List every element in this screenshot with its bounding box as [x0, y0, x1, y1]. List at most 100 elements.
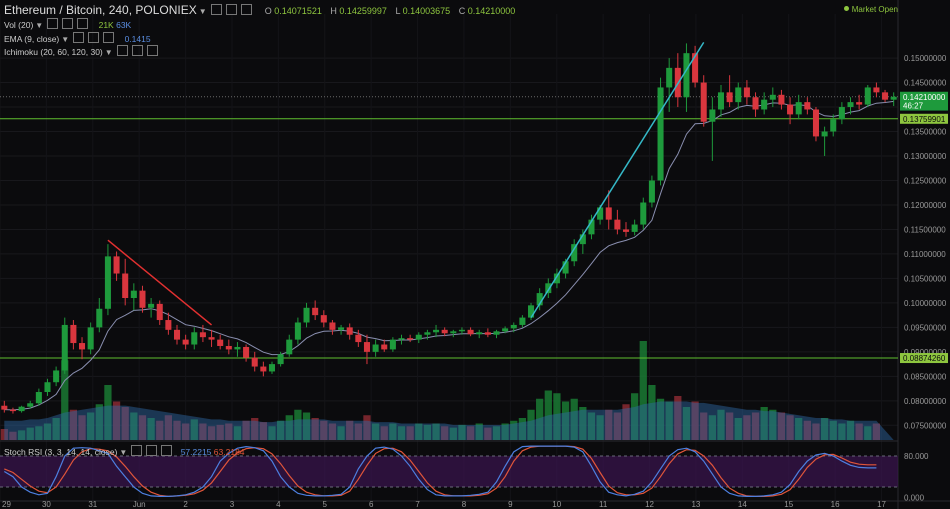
market-status: Market Open [843, 5, 898, 14]
candle-body [467, 329, 474, 335]
settings-icon[interactable] [116, 45, 128, 56]
candle-body [890, 96, 897, 100]
candle-body [882, 92, 889, 100]
ema-line [4, 100, 894, 411]
candle-body [631, 224, 638, 232]
indicator-stoch-rsi[interactable]: Stoch RSI (3, 3, 14, 14, close) ▼ 57.2215… [4, 445, 245, 457]
chevron-down-icon[interactable]: ▼ [198, 7, 207, 16]
square-icon[interactable] [131, 45, 143, 56]
volume-bar [311, 418, 319, 440]
volume-bar [587, 412, 596, 440]
volume-bar [803, 420, 811, 440]
settings-icon[interactable] [47, 18, 59, 29]
square-icon[interactable] [146, 445, 158, 456]
market-status-label: Market Open [851, 5, 898, 14]
ohlc-l-label: L [395, 6, 401, 16]
price-tick-label: 0.09000000 [904, 348, 947, 357]
candle-body [622, 229, 630, 232]
indicator-vol[interactable]: Vol (20) ▼ 21K 63K [4, 18, 131, 30]
candle-body [847, 102, 854, 108]
volume-bar [682, 407, 691, 440]
candle-body [182, 339, 189, 345]
candle-body [113, 256, 120, 274]
settings-icon[interactable] [73, 32, 85, 43]
volume-bar [492, 426, 501, 440]
stoch-label: Stoch RSI (3, 3, 14, 14, close) [4, 447, 118, 457]
close-icon[interactable] [103, 32, 115, 43]
candle-body [873, 87, 880, 93]
stoch-d-line [4, 445, 877, 498]
indicator-ema[interactable]: EMA (9, close) ▼ 0.1415 [4, 32, 151, 44]
ema-value: 0.1415 [124, 34, 151, 44]
candle-body [329, 322, 336, 330]
square-icon[interactable] [225, 4, 237, 15]
close-icon[interactable] [161, 445, 173, 456]
volume-bar [674, 396, 682, 440]
volume-bar [423, 424, 432, 440]
volume-bar [475, 423, 483, 440]
price-tick-label: 0.11000000 [904, 250, 946, 259]
settings-icon[interactable] [210, 4, 222, 15]
close-icon[interactable] [146, 45, 158, 56]
vol-label: Vol (20) [4, 20, 34, 30]
chevron-down-icon[interactable]: ▼ [104, 48, 113, 57]
volume-bar [596, 415, 604, 440]
volume-bar [579, 407, 587, 440]
candle-body [320, 315, 327, 323]
candle-body [355, 334, 362, 343]
candle-body [372, 344, 379, 352]
volume-bar [35, 426, 43, 440]
volume-bar [276, 420, 285, 440]
candle-body [666, 67, 673, 88]
volume-bar [622, 404, 630, 440]
status-dot-icon [843, 6, 849, 11]
chevron-down-icon[interactable]: ▼ [61, 35, 70, 44]
volume-bar [130, 412, 138, 440]
candle-body [294, 322, 301, 340]
square-icon[interactable] [62, 18, 74, 29]
candle-body [225, 345, 232, 350]
volume-bar [147, 418, 155, 440]
close-icon[interactable] [77, 18, 89, 29]
volume-bar [199, 423, 207, 440]
volume-bar [846, 420, 855, 440]
candle-body [683, 53, 690, 98]
candle-body [18, 406, 25, 412]
indicator-ichimoku[interactable]: Ichimoku (20, 60, 120, 30) ▼ [4, 45, 158, 57]
square-icon[interactable] [88, 32, 100, 43]
volume-bar [458, 424, 466, 440]
volume-bar [631, 393, 639, 440]
volume-bar [251, 418, 259, 440]
settings-icon[interactable] [131, 445, 143, 456]
volume-bar [78, 415, 86, 440]
candle-body [433, 329, 440, 333]
x-tick-label: 7 [415, 500, 420, 509]
candle-body [139, 290, 146, 308]
volume-bar [9, 431, 17, 440]
volume-bar [17, 430, 26, 440]
candle-body [104, 256, 111, 309]
close-icon[interactable] [240, 4, 252, 15]
price-label: 46:27 [903, 102, 924, 111]
symbol-title[interactable]: Ethereum / Bitcoin, 240, POLONIEX [4, 3, 197, 17]
price-tick-label: 0.09500000 [904, 323, 947, 332]
volume-bar [207, 426, 216, 440]
volume-bar [294, 409, 302, 440]
candle-body [407, 338, 414, 340]
trendline-up [530, 42, 705, 318]
volume-bar [242, 420, 250, 440]
x-tick-label: 13 [691, 500, 700, 509]
x-tick-label: 4 [276, 500, 281, 509]
volume-bar [820, 418, 829, 440]
candle-body [208, 337, 215, 340]
price-tick-label: 0.13000000 [904, 152, 947, 161]
price-tick-label: 0.08500000 [904, 372, 947, 381]
candle-body [709, 109, 716, 122]
volume-bar [268, 426, 276, 440]
chevron-down-icon[interactable]: ▼ [35, 21, 44, 30]
volume-bar [233, 426, 242, 440]
candle-body [277, 354, 284, 365]
chevron-down-icon[interactable]: ▼ [119, 448, 128, 457]
candle-body [821, 131, 828, 137]
